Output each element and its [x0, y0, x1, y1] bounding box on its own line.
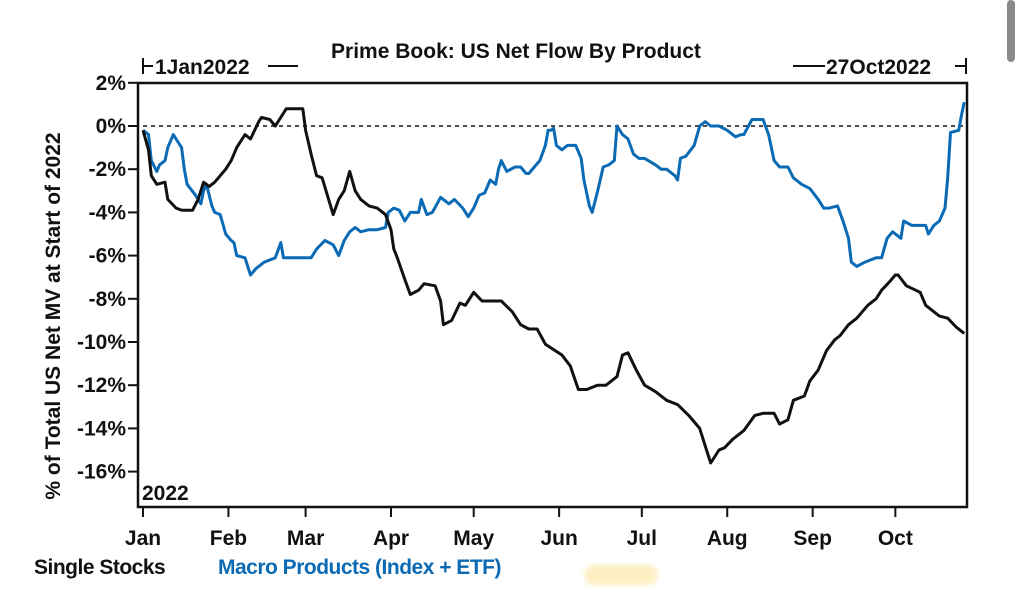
x-tick-label: Aug: [707, 527, 748, 550]
end-date-label: 27Oct2022: [826, 56, 931, 79]
y-tick-label: -12%: [77, 374, 126, 397]
y-tick-label: 0%: [96, 115, 127, 138]
highlight-mark: [584, 565, 658, 585]
date-range-header: 1Jan2022 Prime Book: US Net Flow By Prod…: [142, 40, 967, 79]
year-label: 2022: [142, 482, 189, 505]
x-tick-label: Jul: [627, 527, 657, 550]
x-tick-label: Mar: [287, 527, 324, 550]
scrollbar[interactable]: [1007, 0, 1015, 62]
y-tick-label: -6%: [89, 245, 127, 268]
y-tick-label: -4%: [89, 201, 127, 224]
series-line-single-stocks: [141, 107, 966, 465]
start-date-label: 1Jan2022: [155, 56, 250, 79]
series-group: [141, 101, 966, 465]
legend-macro-products: Macro Products (Index + ETF): [218, 556, 501, 579]
y-tick-label: -10%: [77, 331, 126, 354]
x-axis: Jan Feb Mar Apr May Jun Jul Aug Sep Oct: [125, 507, 913, 550]
y-tick-label: -8%: [89, 288, 127, 311]
y-tick-label: -16%: [77, 461, 126, 484]
x-tick-label: Sep: [793, 527, 832, 550]
x-tick-label: Feb: [210, 527, 247, 550]
y-axis: 2% 0% -2% -4% -6% -8% -10% -12% -14% -16%: [77, 72, 138, 484]
chart-title: Prime Book: US Net Flow By Product: [331, 40, 701, 63]
x-tick-label: May: [453, 527, 494, 550]
legend-single-stocks: Single Stocks: [34, 556, 166, 579]
x-tick-label: Jun: [540, 527, 577, 550]
x-tick-label: Jan: [125, 527, 161, 550]
x-tick-label: Oct: [878, 527, 913, 550]
series-line-macro-products: [142, 101, 966, 277]
x-tick-label: Apr: [373, 527, 409, 550]
y-axis-title: % of Total US Net MV at Start of 2022: [42, 132, 65, 499]
y-tick-label: -14%: [77, 417, 126, 440]
y-tick-label: 2%: [96, 72, 127, 95]
plot-frame: [136, 81, 969, 509]
y-tick-label: -2%: [89, 158, 127, 181]
